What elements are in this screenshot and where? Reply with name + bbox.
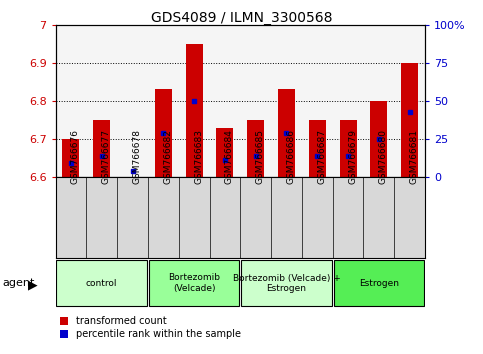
Bar xyxy=(401,63,418,177)
Bar xyxy=(334,261,424,306)
Text: agent: agent xyxy=(2,278,35,288)
Bar xyxy=(216,127,233,177)
Text: GSM766684: GSM766684 xyxy=(225,129,234,183)
Bar xyxy=(185,44,202,177)
Bar xyxy=(155,90,172,177)
Text: GSM766687: GSM766687 xyxy=(317,129,327,183)
Bar xyxy=(309,120,326,177)
Bar xyxy=(278,90,295,177)
Bar xyxy=(340,120,356,177)
Text: ▶: ▶ xyxy=(28,279,38,291)
Text: GSM766679: GSM766679 xyxy=(348,129,357,183)
Text: GSM766680: GSM766680 xyxy=(379,129,388,183)
Text: GSM766678: GSM766678 xyxy=(132,129,142,183)
Bar xyxy=(93,120,110,177)
Bar xyxy=(57,261,147,306)
Bar xyxy=(149,261,240,306)
Legend: transformed count, percentile rank within the sample: transformed count, percentile rank withi… xyxy=(60,316,241,339)
Text: GSM766676: GSM766676 xyxy=(71,129,80,183)
Text: Bortezomib
(Velcade): Bortezomib (Velcade) xyxy=(168,274,220,293)
Text: GSM766681: GSM766681 xyxy=(410,129,419,183)
Text: GDS4089 / ILMN_3300568: GDS4089 / ILMN_3300568 xyxy=(151,11,332,25)
Bar xyxy=(241,261,332,306)
Bar xyxy=(62,139,79,177)
Bar xyxy=(247,120,264,177)
Text: GSM766686: GSM766686 xyxy=(286,129,296,183)
Text: Bortezomib (Velcade) +
Estrogen: Bortezomib (Velcade) + Estrogen xyxy=(233,274,341,293)
Text: Estrogen: Estrogen xyxy=(359,279,399,288)
Text: control: control xyxy=(86,279,117,288)
Bar xyxy=(370,101,387,177)
Text: GSM766677: GSM766677 xyxy=(102,129,111,183)
Text: GSM766682: GSM766682 xyxy=(163,129,172,183)
Text: GSM766683: GSM766683 xyxy=(194,129,203,183)
Text: GSM766685: GSM766685 xyxy=(256,129,265,183)
